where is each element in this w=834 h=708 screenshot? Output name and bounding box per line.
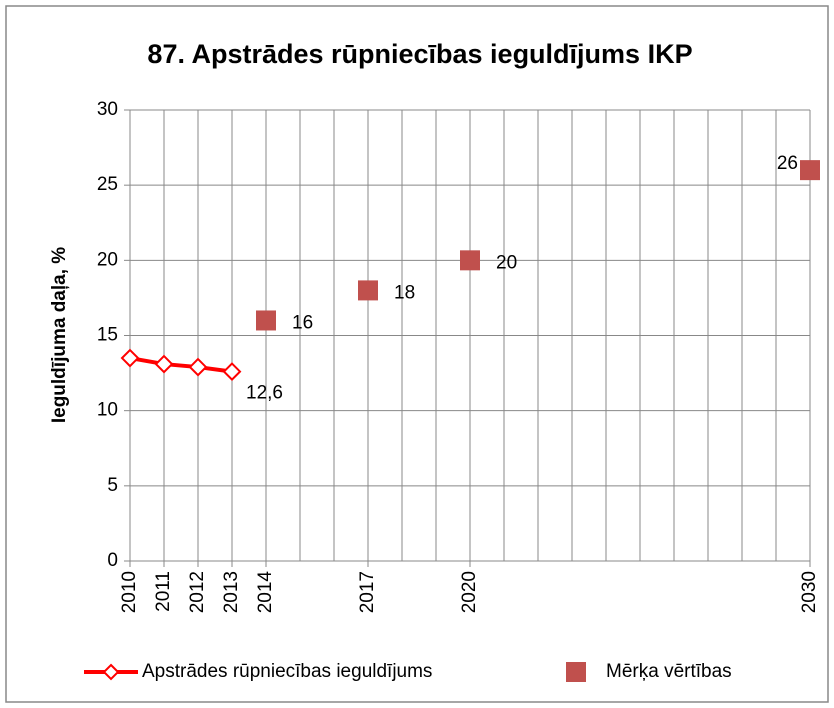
marker (154, 354, 174, 374)
x-tick-label: 2030 (799, 571, 820, 613)
y-tick-label: 5 (107, 475, 118, 496)
marker (256, 310, 276, 331)
x-tick-label: 2020 (459, 571, 480, 613)
y-axis-label: Ieguldījuma daļa, % (49, 247, 70, 423)
marker (460, 250, 480, 271)
legend-marker (566, 662, 586, 682)
marker (222, 362, 242, 381)
y-tick-label: 10 (97, 400, 118, 421)
marker (358, 280, 378, 301)
marker (120, 348, 140, 368)
x-tick-label: 2012 (187, 571, 208, 613)
x-tick-label: 2017 (357, 571, 378, 613)
data-label: 18 (394, 282, 415, 303)
chart-border (5, 5, 829, 703)
y-tick-label: 30 (97, 99, 118, 120)
line (129, 356, 233, 374)
legend-label: Mērķa vērtības (606, 661, 732, 682)
marker (800, 160, 820, 181)
x-tick-label: 2013 (221, 571, 242, 613)
data-label: 12,6 (246, 383, 283, 404)
y-tick-label: 25 (97, 174, 118, 195)
x-tick-label: 2014 (255, 571, 276, 614)
data-label: 20 (496, 252, 517, 273)
x-tick-label: 2011 (153, 571, 174, 612)
y-tick-label: 15 (97, 325, 118, 346)
y-tick-label: 20 (97, 249, 118, 270)
legend-marker (102, 663, 120, 681)
y-tick-label: 0 (107, 550, 118, 571)
marker (188, 357, 208, 377)
data-label: 26 (777, 153, 798, 174)
legend-label: Apstrādes rūpniecības ieguldījums (142, 661, 432, 682)
data-label: 16 (292, 312, 313, 333)
chart-title: 87. Apstrādes rūpniecības ieguldījums IK… (147, 39, 692, 69)
x-tick-label: 2010 (119, 571, 140, 613)
